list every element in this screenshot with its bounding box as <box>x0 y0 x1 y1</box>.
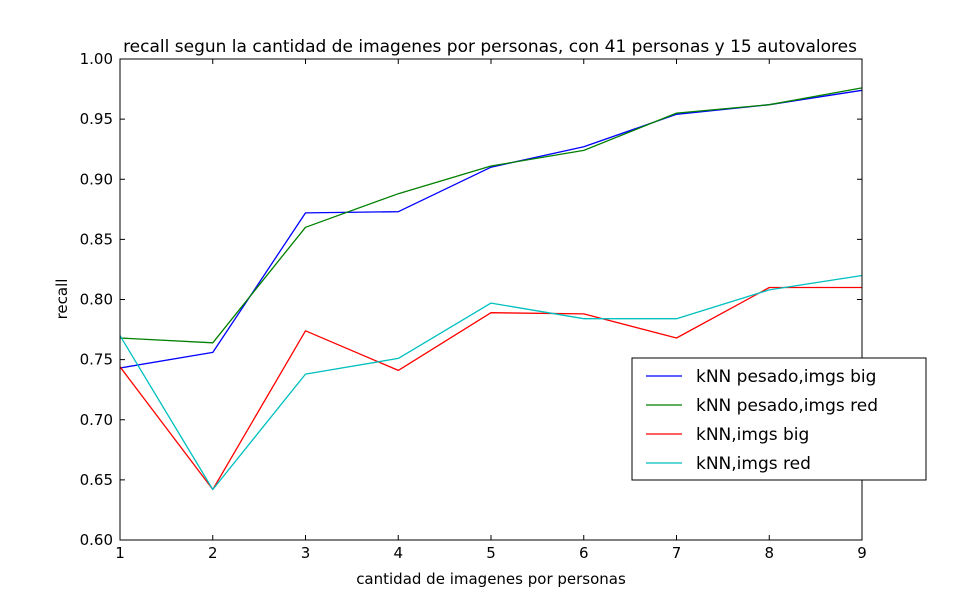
y-tick-label: 1.00 <box>80 50 113 68</box>
y-tick-label: 0.95 <box>80 110 113 128</box>
y-tick-label: 0.65 <box>80 471 113 489</box>
legend-label-4: kNN,imgs red <box>696 454 811 474</box>
x-tick-label: 4 <box>393 544 403 562</box>
plot-area: 1 2 3 4 5 6 7 8 9 0.60 0.65 0.70 0.75 0.80 0.85 0.90 0.9… <box>80 50 867 562</box>
series-line-4 <box>119 274 863 491</box>
x-tick-label: 6 <box>579 544 589 562</box>
x-tick-label: 3 <box>301 544 311 562</box>
y-tick-label: 0.70 <box>80 411 113 429</box>
series-line-1 <box>119 89 863 369</box>
series-line-3 <box>119 286 862 491</box>
y-tick-label: 0.90 <box>80 170 113 188</box>
x-tick-label: 7 <box>672 544 682 562</box>
chart-title: recall segun la cantidad de imagenes por… <box>123 37 857 57</box>
legend: kNN pesado,imgs big kNN pesado,imgs red kN… <box>631 357 927 481</box>
legend-label-2: kNN pesado,imgs red <box>696 396 878 416</box>
series-line-2 <box>119 87 863 344</box>
y-tick-label: 0.60 <box>80 531 113 549</box>
y-tick-label: 0.75 <box>80 351 113 369</box>
x-axis-label: cantidad de imagenes por personas <box>356 570 626 588</box>
legend-box <box>631 357 927 481</box>
x-tick-label: 9 <box>857 544 867 562</box>
x-tick-label: 1 <box>115 544 125 562</box>
x-tick-label: 2 <box>208 544 218 562</box>
x-tick-label: 8 <box>764 544 774 562</box>
legend-label-1: kNN pesado,imgs big <box>696 367 876 387</box>
x-tick-label: 5 <box>486 544 496 562</box>
y-axis-label: recall <box>53 279 71 320</box>
y-tick-label: 0.85 <box>80 230 113 248</box>
legend-label-3: kNN,imgs big <box>696 425 809 445</box>
y-tick-label: 0.80 <box>80 291 113 309</box>
